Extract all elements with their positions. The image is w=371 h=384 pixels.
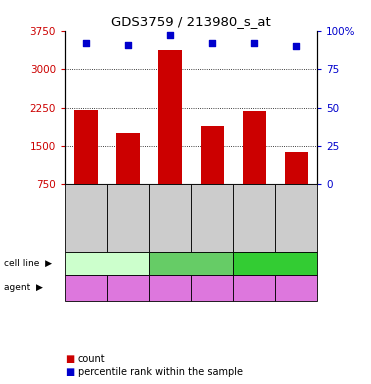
Bar <box>200 126 224 184</box>
Point <box>293 43 299 49</box>
Text: control: control <box>157 283 183 293</box>
Text: agent  ▶: agent ▶ <box>4 283 43 293</box>
Text: percentile rank within the sample: percentile rank within the sample <box>78 367 243 377</box>
Text: control: control <box>73 283 99 293</box>
Bar <box>285 152 308 184</box>
Bar <box>243 111 266 184</box>
Point <box>125 41 131 48</box>
Text: GSM425511: GSM425511 <box>208 193 217 243</box>
Text: GSM425507: GSM425507 <box>82 193 91 243</box>
Text: oncona
se: oncona se <box>198 278 226 298</box>
Text: ■: ■ <box>65 367 74 377</box>
Text: ■: ■ <box>65 354 74 364</box>
Title: GDS3759 / 213980_s_at: GDS3759 / 213980_s_at <box>111 15 271 28</box>
Text: count: count <box>78 354 105 364</box>
Text: M25: M25 <box>95 258 119 268</box>
Text: oncona
se: oncona se <box>114 278 142 298</box>
Point <box>209 40 215 46</box>
Text: GSM425508: GSM425508 <box>165 193 174 243</box>
Bar <box>158 50 181 184</box>
Text: GSM425509: GSM425509 <box>250 193 259 243</box>
Text: cell line  ▶: cell line ▶ <box>4 258 52 268</box>
Point <box>251 40 257 46</box>
Point <box>83 40 89 46</box>
Bar <box>116 133 139 184</box>
Text: oncona
se: oncona se <box>282 278 310 298</box>
Text: control: control <box>241 283 267 293</box>
Text: M29: M29 <box>179 258 203 268</box>
Text: M49: M49 <box>263 258 287 268</box>
Point <box>167 32 173 38</box>
Bar <box>74 110 98 184</box>
Text: GSM425510: GSM425510 <box>124 193 132 243</box>
Text: GSM425512: GSM425512 <box>292 193 301 243</box>
